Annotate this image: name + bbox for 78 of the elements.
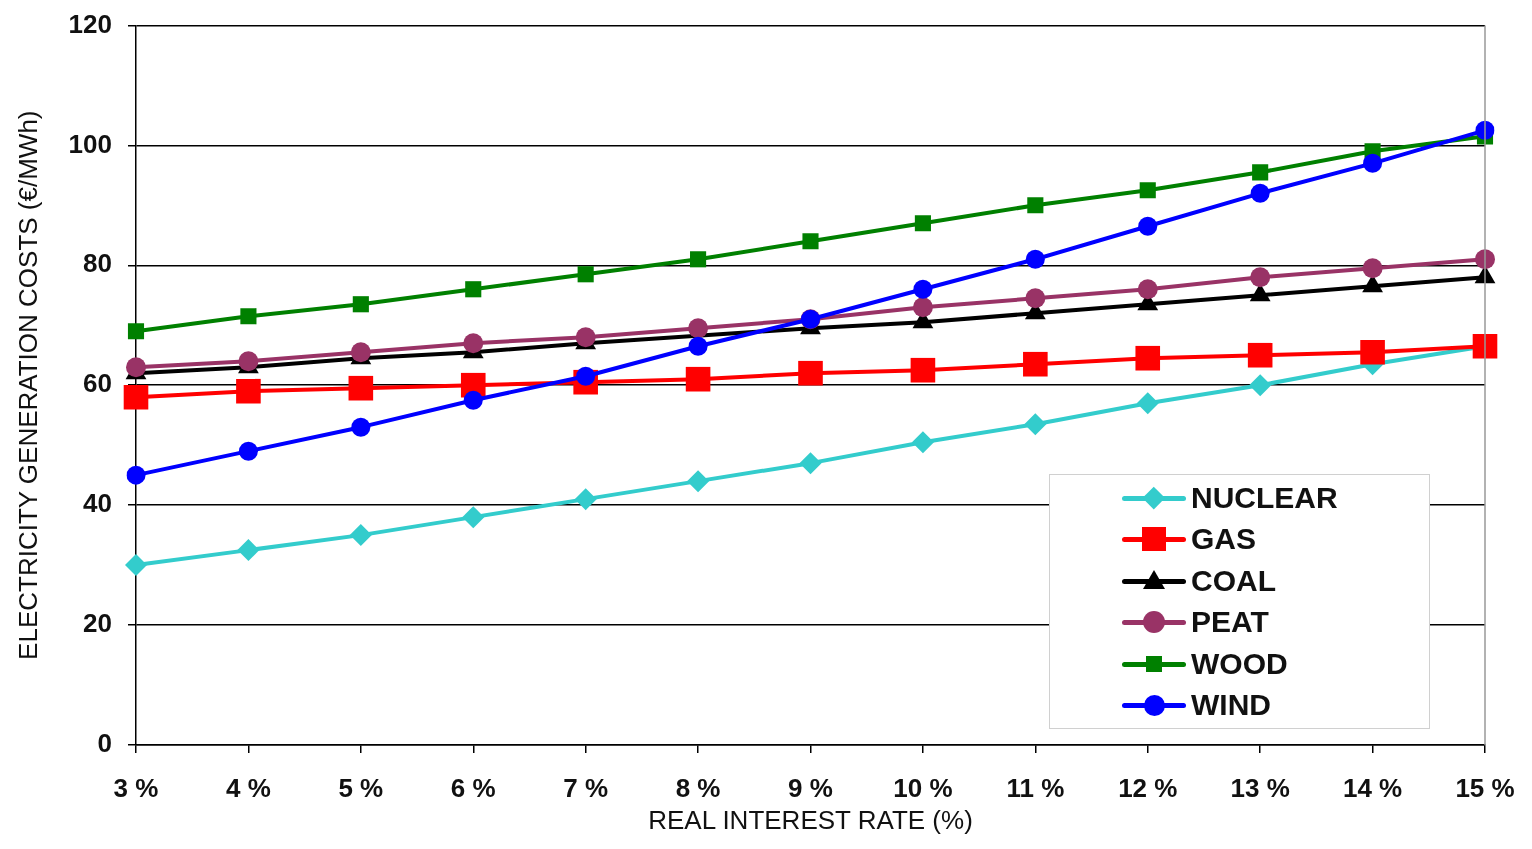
point (1027, 197, 1044, 214)
point (1137, 279, 1158, 300)
x-axis-title: REAL INTEREST RATE (%) (648, 804, 973, 835)
x-tick-label: 8 % (675, 772, 721, 803)
point (125, 554, 147, 577)
point (1362, 258, 1383, 279)
x-tick-label: 15 % (1455, 772, 1515, 803)
x-tick-label: 12 % (1118, 772, 1178, 803)
point (911, 431, 934, 454)
point (463, 333, 484, 354)
point (688, 336, 708, 356)
point (798, 360, 823, 386)
point (1360, 339, 1385, 365)
point (1138, 216, 1158, 236)
legend-label: WOOD (1191, 646, 1288, 681)
y-tick-label: 100 (68, 128, 112, 159)
point (1023, 351, 1048, 377)
y-tick-label: 120 (68, 8, 112, 39)
point (574, 488, 597, 511)
point (799, 452, 822, 475)
y-axis-title: ELECTRICITY GENERATION COSTS (€/MWh) (12, 110, 43, 660)
y-tick-label: 40 (83, 488, 112, 519)
point (463, 390, 483, 410)
point (690, 251, 707, 268)
legend-label: PEAT (1191, 605, 1269, 640)
x-tick-label: 6 % (450, 772, 496, 803)
x-tick-label: 7 % (563, 772, 609, 803)
point (910, 357, 936, 383)
legend-label: COAL (1191, 563, 1276, 598)
point (914, 215, 931, 232)
point (1250, 183, 1270, 203)
point (685, 366, 711, 392)
point (352, 296, 369, 313)
legend-label: WIND (1191, 688, 1271, 723)
point (238, 441, 258, 461)
point (349, 524, 372, 547)
point (802, 233, 819, 250)
point (237, 539, 260, 562)
x-tick-label: 5 % (338, 772, 384, 803)
point (1025, 288, 1046, 309)
point (913, 279, 933, 299)
legend-label: GAS (1191, 522, 1257, 557)
point (688, 318, 709, 339)
point (1250, 267, 1271, 288)
x-tick-label: 11 % (1006, 772, 1065, 803)
legend-label: NUCLEAR (1191, 480, 1338, 515)
x-tick-label: 14 % (1342, 772, 1403, 803)
x-tick-label: 4 % (226, 772, 271, 803)
point (577, 266, 594, 283)
point (1247, 342, 1273, 368)
point (912, 297, 933, 318)
point (236, 378, 261, 404)
y-tick-label: 20 (83, 608, 112, 639)
x-tick-label: 3 % (113, 772, 159, 803)
point (123, 384, 149, 410)
y-tick-label: 60 (83, 368, 112, 399)
point (1025, 249, 1045, 269)
point (240, 308, 257, 325)
point (465, 281, 482, 298)
point (687, 470, 710, 493)
point (126, 357, 146, 378)
point (351, 417, 371, 437)
point (1024, 413, 1047, 436)
point (462, 506, 485, 529)
x-tick-label: 10 % (893, 772, 953, 803)
x-tick-label: 13 % (1230, 772, 1290, 803)
y-tick-label: 0 (97, 728, 112, 759)
point (1363, 153, 1383, 173)
x-tick-label: 9 % (788, 772, 833, 803)
point (348, 375, 374, 401)
y-tick-label: 80 (83, 248, 112, 279)
point (127, 323, 145, 340)
point (1139, 182, 1156, 199)
point (1252, 164, 1269, 181)
point (1249, 374, 1272, 397)
point (126, 465, 146, 485)
point (1136, 392, 1159, 415)
point (1135, 345, 1161, 371)
